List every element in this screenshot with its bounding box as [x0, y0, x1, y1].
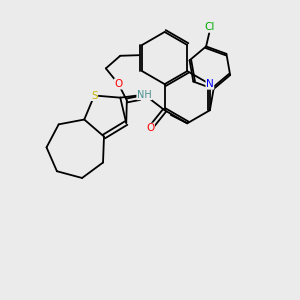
Text: Cl: Cl — [205, 22, 215, 32]
Text: N: N — [206, 79, 214, 89]
Text: NH: NH — [137, 90, 152, 100]
Text: O: O — [146, 123, 154, 133]
Text: O: O — [114, 79, 123, 89]
Text: S: S — [91, 91, 98, 100]
Text: O: O — [141, 92, 150, 102]
